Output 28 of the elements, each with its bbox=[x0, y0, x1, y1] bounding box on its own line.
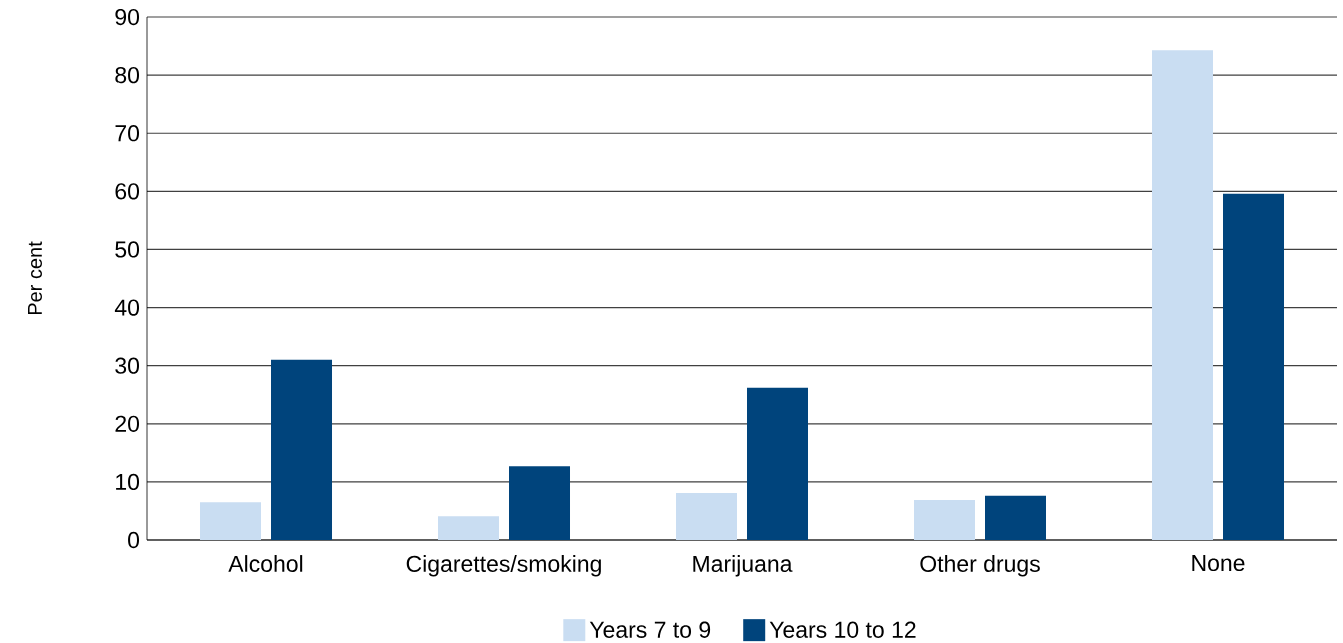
x-tick-label: Marijuana bbox=[693, 555, 793, 577]
y-tick-label: 40 bbox=[114, 299, 140, 316]
y-tick-label: 80 bbox=[115, 66, 140, 84]
x-tick-label: Alcohol bbox=[228, 555, 303, 572]
y-tick-label: 60 bbox=[115, 183, 140, 200]
legend-label: Years 10 to 12 bbox=[769, 621, 916, 638]
x-tick-label: Cigarettes/smoking bbox=[406, 555, 601, 577]
bar bbox=[1152, 50, 1213, 540]
y-tick-label: 90 bbox=[115, 8, 140, 26]
legend-label: Years 7 to 9 bbox=[589, 621, 711, 638]
x-tick-label: None bbox=[1192, 555, 1245, 572]
y-tick-label: 0 bbox=[128, 531, 140, 549]
bar bbox=[985, 495, 1046, 540]
y-tick-label: 30 bbox=[115, 357, 140, 374]
y-axis-title: Per cent bbox=[28, 241, 42, 315]
y-tick-label: 70 bbox=[115, 125, 140, 142]
bar bbox=[676, 492, 737, 540]
bar bbox=[438, 516, 500, 540]
y-tick-label: 20 bbox=[115, 415, 140, 432]
bar bbox=[200, 502, 261, 540]
y-tick-label: 50 bbox=[115, 241, 140, 258]
bar bbox=[914, 499, 975, 540]
bar bbox=[271, 359, 333, 540]
bar bbox=[509, 466, 571, 540]
bar bbox=[1223, 193, 1285, 540]
y-tick-label: 10 bbox=[116, 473, 140, 491]
bar bbox=[747, 387, 808, 540]
x-tick-label: Other drugs bbox=[920, 555, 1040, 577]
